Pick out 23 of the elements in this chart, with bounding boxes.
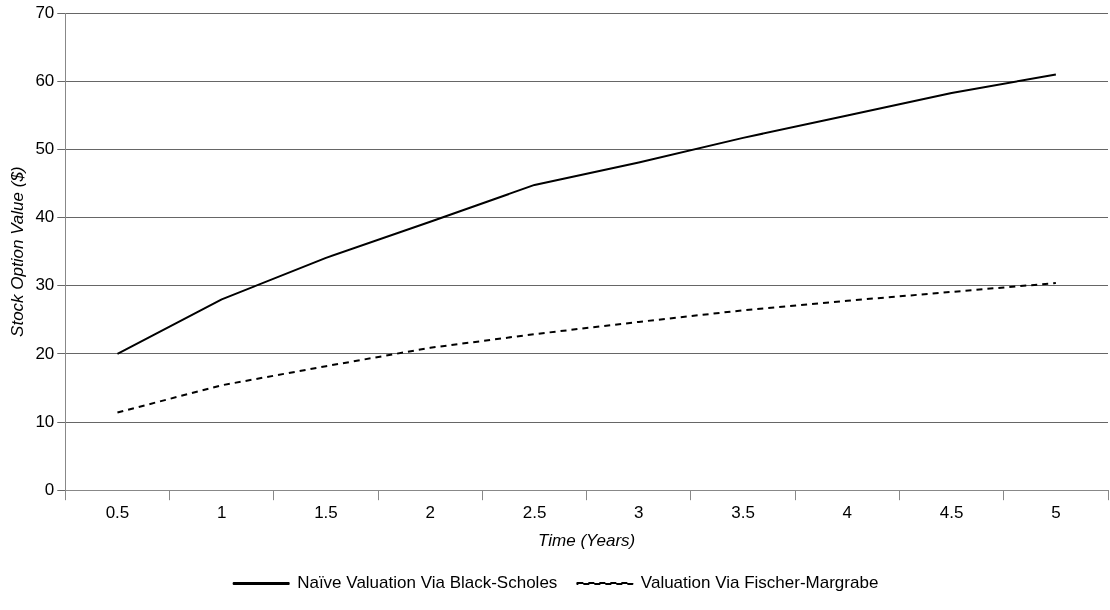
line-series [116, 282, 1057, 414]
x-tick-label: 5 [1051, 503, 1061, 523]
x-tick-label: 3 [634, 503, 644, 523]
y-tick-label: 50 [35, 139, 55, 159]
x-axis-title: Time (Years) [538, 530, 636, 550]
x-tick-label: 2 [425, 503, 435, 523]
legend-label: Valuation Via Fischer-Margrabe [640, 573, 879, 593]
y-tick-label: 70 [35, 2, 55, 22]
x-tick-label: 4.5 [939, 503, 964, 523]
y-axis-title: Stock Option Value ($) [7, 166, 27, 337]
y-tick-label: 60 [35, 71, 55, 91]
y-tick-label: 30 [35, 275, 55, 295]
legend-label: Naïve Valuation Via Black-Scholes [297, 573, 558, 593]
x-tick-label: 3.5 [731, 503, 755, 523]
x-tick-label: 4 [842, 503, 853, 523]
y-tick-label: 10 [35, 411, 55, 431]
y-tick-label: 40 [35, 207, 55, 227]
y-tick-label: 20 [35, 343, 55, 363]
y-tick-label: 0 [44, 479, 55, 499]
x-tick-label: 2.5 [522, 503, 547, 523]
x-tick-label: 1.5 [314, 503, 338, 523]
x-tick-label: 1 [216, 503, 227, 523]
x-tick-label: 0.5 [105, 503, 130, 523]
